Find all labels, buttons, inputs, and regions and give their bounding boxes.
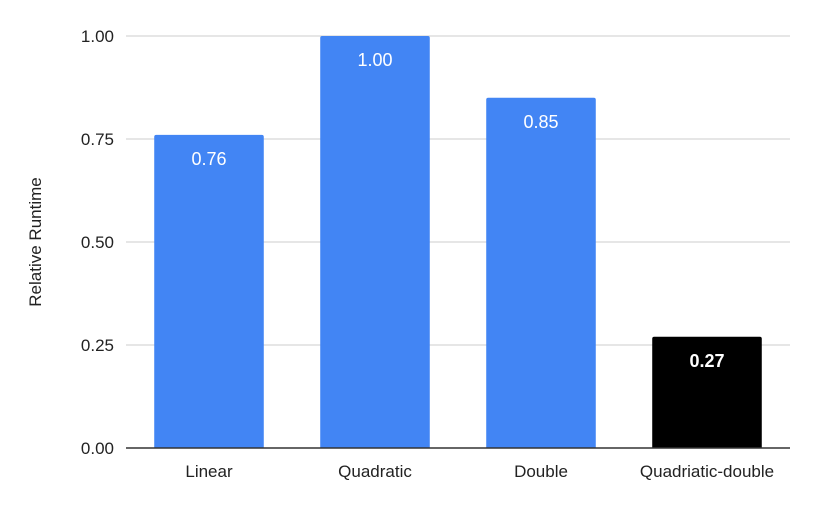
- x-tick-label: Double: [514, 462, 568, 481]
- data-label: 0.76: [191, 149, 226, 169]
- x-tick-label: Linear: [185, 462, 233, 481]
- bar-linear: [154, 134, 264, 448]
- y-tick-label: 0.75: [81, 130, 114, 149]
- x-tick-labels: Linear Quadratic Double Quadriatic-double: [185, 462, 774, 481]
- data-label: 0.85: [523, 112, 558, 132]
- data-label: 0.27: [689, 351, 724, 371]
- x-tick-label: Quadriatic-double: [640, 462, 774, 481]
- bar-quadratic: [320, 36, 430, 448]
- bars: [154, 36, 762, 449]
- y-tick-labels: 0.00 0.25 0.50 0.75 1.00: [81, 27, 114, 458]
- bar-double: [486, 97, 596, 449]
- y-tick-label: 0.50: [81, 233, 114, 252]
- data-label: 1.00: [357, 50, 392, 70]
- y-tick-label: 0.25: [81, 336, 114, 355]
- data-labels: 0.76 1.00 0.85 0.27: [191, 50, 724, 371]
- y-axis-title: Relative Runtime: [26, 177, 45, 306]
- x-tick-label: Quadratic: [338, 462, 412, 481]
- y-tick-label: 1.00: [81, 27, 114, 46]
- bar-quadriatic-double: [652, 336, 762, 448]
- y-tick-label: 0.00: [81, 439, 114, 458]
